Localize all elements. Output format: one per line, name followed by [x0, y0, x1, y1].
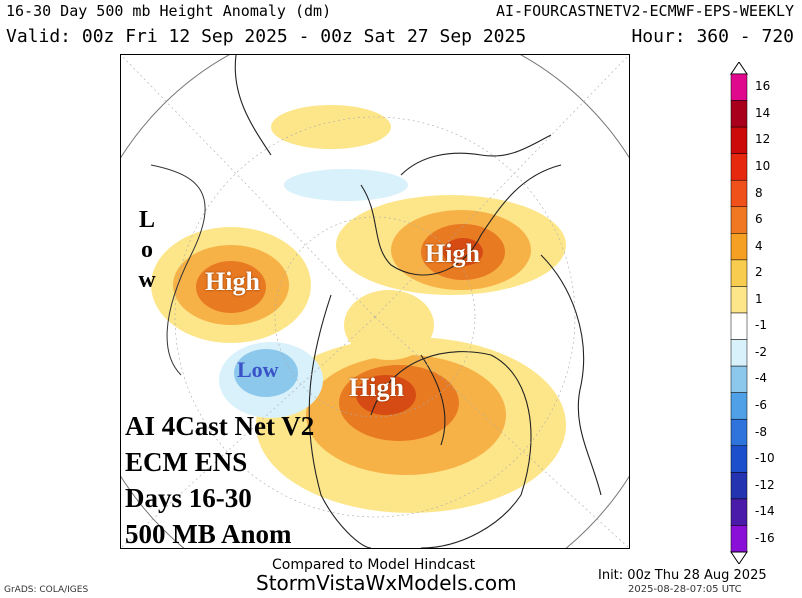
- positive-anomalies: [151, 105, 566, 513]
- scale-swatch: [730, 100, 748, 128]
- scale-swatch: [730, 339, 748, 367]
- model-name: AI-FOURCASTNETV2-ECMWF-EPS-WEEKLY: [495, 2, 794, 20]
- scale-tick-label: 16: [755, 79, 771, 94]
- lat-lon-grid: [121, 55, 629, 548]
- scale-swatch: [730, 233, 748, 261]
- scale-swatch: [730, 365, 748, 393]
- scale-tick-label: -2: [755, 344, 767, 359]
- high-label-canada: High: [349, 373, 404, 402]
- scale-tick-label: -12: [755, 477, 775, 492]
- overlay-line: Days 16-30: [125, 483, 252, 513]
- scale-tick-label: 10: [755, 158, 771, 173]
- overlay-line: AI 4Cast Net V2: [125, 411, 315, 441]
- scale-tick-label: -16: [755, 530, 775, 545]
- scale-tick-label: 2: [755, 265, 763, 280]
- scale-swatch: [730, 392, 748, 420]
- scale-swatch: [730, 179, 748, 208]
- scale-tick-label: -14: [755, 504, 775, 519]
- scale-tick-label: -4: [755, 371, 767, 386]
- high-label-europe: High: [425, 239, 480, 268]
- coastlines: [234, 55, 602, 548]
- site-name: StormVistaWxModels.com: [256, 571, 517, 595]
- scale-top-arrow: [730, 62, 748, 75]
- scale-tick-label: 8: [755, 185, 763, 200]
- low-label-west: Low: [237, 357, 279, 382]
- low-letter: w: [138, 267, 156, 293]
- scale-tick-label: 14: [755, 105, 771, 120]
- scale-swatch: [730, 259, 748, 287]
- scale-swatch: [730, 206, 748, 234]
- grads-credit: GrADS: COLA/IGES: [4, 585, 89, 595]
- map-canvas: [121, 55, 629, 548]
- scale-tick-label: -8: [755, 424, 767, 439]
- scale-tick-label: -6: [755, 397, 767, 412]
- scale-tick-label: 1: [755, 291, 763, 306]
- scale-tick-label: -1: [755, 318, 767, 333]
- scale-swatch: [730, 498, 748, 526]
- low-letter: L: [138, 207, 155, 233]
- overlay-line: ECM ENS: [125, 447, 248, 477]
- generated-timestamp: 2025-08-28-07:05 UTC: [628, 584, 742, 595]
- scale-swatch: [730, 126, 748, 154]
- scale-swatch: [730, 525, 748, 553]
- scale-swatch: [730, 286, 748, 314]
- scale-tick-label: 12: [755, 132, 771, 147]
- overlay-line: 500 MB Anom: [125, 519, 292, 549]
- zero-contour: [150, 164, 206, 376]
- anomaly-map: High High High Low L o w AI 4Cast Net V2…: [120, 54, 630, 549]
- hindcast-note: Compared to Model Hindcast: [272, 557, 476, 573]
- high-label-pacific: High: [205, 267, 260, 296]
- scale-tick-label: 6: [755, 212, 763, 227]
- scale-bottom-arrow: [730, 551, 748, 564]
- scale-swatch: [730, 418, 748, 447]
- scale-swatch: [730, 445, 748, 473]
- scale-swatch: [730, 73, 748, 101]
- scale-tick-label: -10: [755, 451, 775, 466]
- low-letter: o: [141, 237, 153, 263]
- scale-swatch: [730, 153, 748, 181]
- low-label-vertical: L o w: [137, 205, 157, 295]
- map-title: 16-30 Day 500 mb Height Anomaly (dm): [6, 2, 332, 20]
- scale-swatch: [730, 472, 748, 500]
- forecast-hours: Hour: 360 - 720: [631, 26, 794, 47]
- scale-swatch: [730, 312, 748, 340]
- init-time: Init: 00z Thu 28 Aug 2025: [598, 568, 767, 583]
- negative-anomalies: [219, 169, 408, 418]
- scale-tick-label: 4: [755, 238, 763, 253]
- color-scale: [730, 62, 748, 564]
- valid-period: Valid: 00z Fri 12 Sep 2025 - 00z Sat 27 …: [6, 26, 527, 47]
